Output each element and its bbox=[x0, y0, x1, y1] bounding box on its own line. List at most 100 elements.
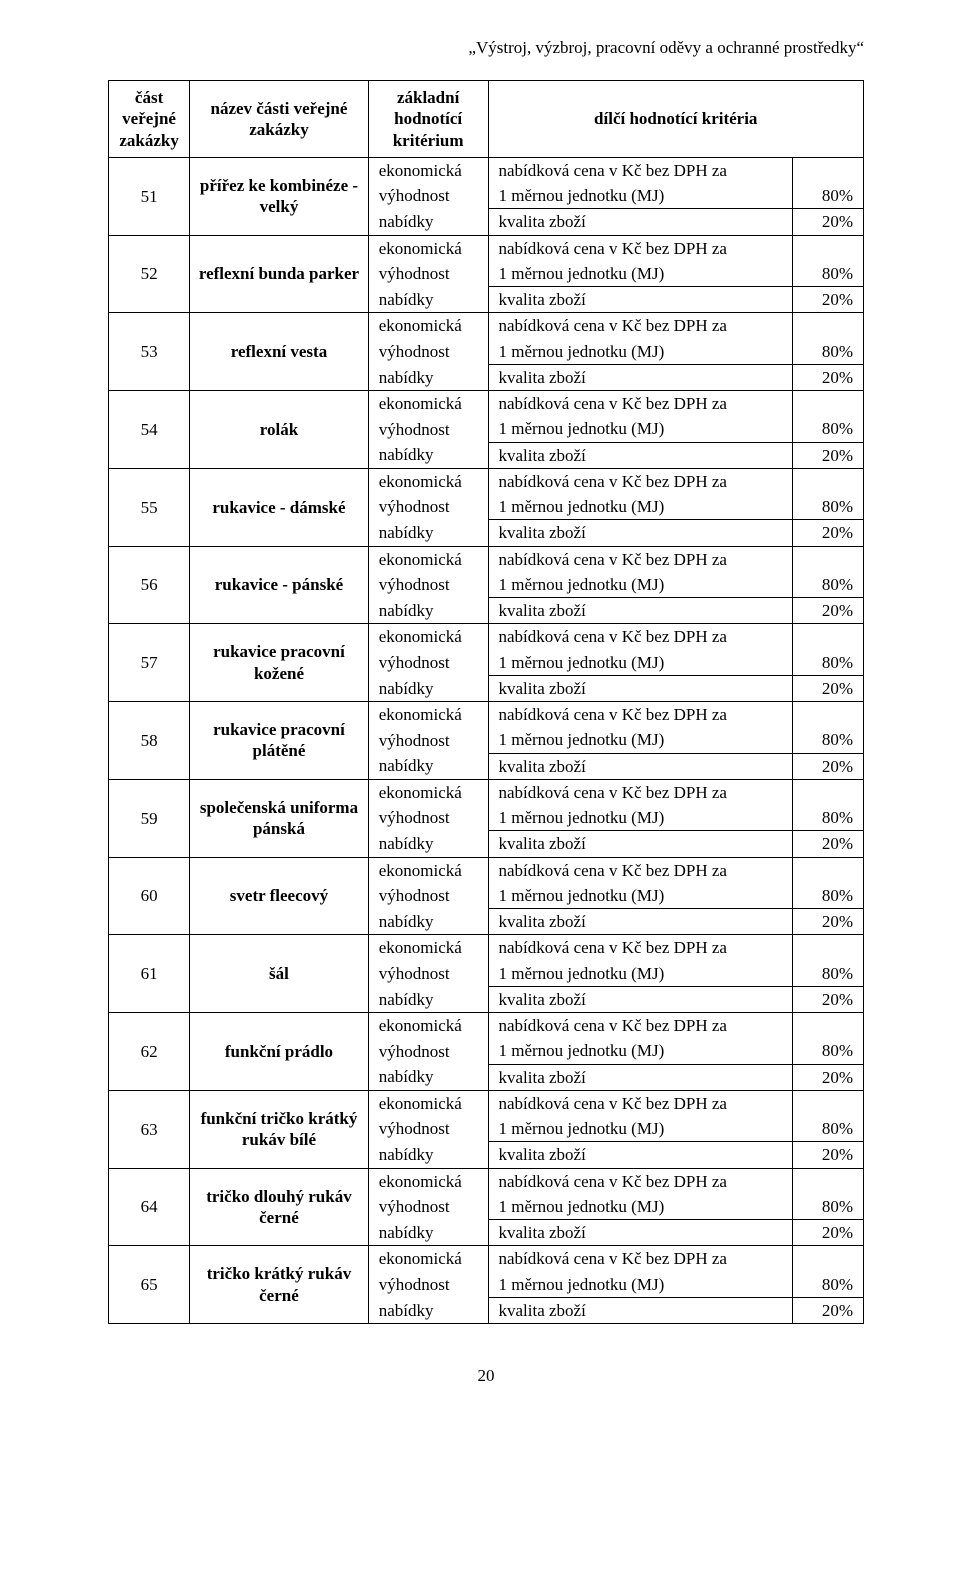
col-header-main-criterion: základní hodnotící kritérium bbox=[368, 81, 488, 158]
sub-criterion-line: kvalita zboží bbox=[488, 753, 792, 779]
sub-criterion-line: 1 měrnou jednotku (MJ) bbox=[488, 339, 792, 365]
criterion-line: ekonomická bbox=[368, 702, 488, 728]
part-number: 64 bbox=[109, 1168, 190, 1246]
criterion-line: nabídky bbox=[368, 1220, 488, 1246]
sub-criterion-line: nabídková cena v Kč bez DPH za bbox=[488, 391, 792, 417]
criterion-line: ekonomická bbox=[368, 157, 488, 183]
sub-criterion-line: 1 měrnou jednotku (MJ) bbox=[488, 494, 792, 520]
table-row: 63funkční tričko krátký rukáv bíléekonom… bbox=[109, 1090, 864, 1116]
criterion-line: nabídky bbox=[368, 1297, 488, 1323]
weight-percent: 80% bbox=[792, 805, 863, 831]
page-number: 20 bbox=[108, 1366, 864, 1386]
part-number: 53 bbox=[109, 313, 190, 391]
part-name: rolák bbox=[190, 391, 369, 469]
col-header-sub-criteria: dílčí hodnotící kritéria bbox=[488, 81, 864, 158]
part-number: 60 bbox=[109, 857, 190, 935]
sub-criterion-line: nabídková cena v Kč bez DPH za bbox=[488, 779, 792, 805]
weight-percent: 20% bbox=[792, 986, 863, 1012]
criterion-line: ekonomická bbox=[368, 235, 488, 261]
part-number: 61 bbox=[109, 935, 190, 1013]
weight-percent: 20% bbox=[792, 442, 863, 468]
sub-criterion-line: kvalita zboží bbox=[488, 675, 792, 701]
criterion-line: výhodnost bbox=[368, 1038, 488, 1064]
part-name: přířez ke kombinéze - velký bbox=[190, 157, 369, 235]
criterion-line: výhodnost bbox=[368, 1116, 488, 1142]
criterion-line: výhodnost bbox=[368, 339, 488, 365]
weight-percent: 20% bbox=[792, 598, 863, 624]
weight-percent bbox=[792, 391, 863, 417]
sub-criterion-line: 1 měrnou jednotku (MJ) bbox=[488, 416, 792, 442]
criterion-line: ekonomická bbox=[368, 1013, 488, 1039]
part-number: 58 bbox=[109, 702, 190, 780]
sub-criterion-line: 1 měrnou jednotku (MJ) bbox=[488, 961, 792, 987]
part-number: 57 bbox=[109, 624, 190, 702]
criterion-line: nabídky bbox=[368, 909, 488, 935]
weight-percent bbox=[792, 1013, 863, 1039]
criterion-line: výhodnost bbox=[368, 183, 488, 209]
sub-criterion-line: nabídková cena v Kč bez DPH za bbox=[488, 857, 792, 883]
sub-criterion-line: 1 měrnou jednotku (MJ) bbox=[488, 183, 792, 209]
weight-percent: 20% bbox=[792, 209, 863, 235]
sub-criterion-line: 1 měrnou jednotku (MJ) bbox=[488, 1194, 792, 1220]
weight-percent: 20% bbox=[792, 753, 863, 779]
sub-criterion-line: kvalita zboží bbox=[488, 909, 792, 935]
criterion-line: výhodnost bbox=[368, 961, 488, 987]
weight-percent: 80% bbox=[792, 1116, 863, 1142]
part-number: 55 bbox=[109, 468, 190, 546]
weight-percent bbox=[792, 468, 863, 494]
part-name: svetr fleecový bbox=[190, 857, 369, 935]
col-header-part-number: část veřejné zakázky bbox=[109, 81, 190, 158]
col-header-part-name: název části veřejné zakázky bbox=[190, 81, 369, 158]
part-name: rukavice - pánské bbox=[190, 546, 369, 624]
sub-criterion-line: kvalita zboží bbox=[488, 1297, 792, 1323]
table-row: 61šálekonomickánabídková cena v Kč bez D… bbox=[109, 935, 864, 961]
table-row: 56rukavice - pánskéekonomickánabídková c… bbox=[109, 546, 864, 572]
sub-criterion-line: nabídková cena v Kč bez DPH za bbox=[488, 313, 792, 339]
sub-criterion-line: 1 měrnou jednotku (MJ) bbox=[488, 1116, 792, 1142]
criterion-line: ekonomická bbox=[368, 546, 488, 572]
weight-percent bbox=[792, 624, 863, 650]
document-header: „Výstroj, výzbroj, pracovní oděvy a ochr… bbox=[108, 38, 864, 58]
sub-criterion-line: kvalita zboží bbox=[488, 364, 792, 390]
weight-percent: 80% bbox=[792, 183, 863, 209]
weight-percent bbox=[792, 779, 863, 805]
table-row: 51přířez ke kombinéze - velkýekonomickán… bbox=[109, 157, 864, 183]
table-row: 54rolákekonomickánabídková cena v Kč bez… bbox=[109, 391, 864, 417]
table-row: 60svetr fleecovýekonomickánabídková cena… bbox=[109, 857, 864, 883]
weight-percent: 20% bbox=[792, 364, 863, 390]
criterion-line: výhodnost bbox=[368, 416, 488, 442]
criterion-line: ekonomická bbox=[368, 1246, 488, 1272]
table-row: 53reflexní vestaekonomickánabídková cena… bbox=[109, 313, 864, 339]
criterion-line: ekonomická bbox=[368, 1168, 488, 1194]
table-row: 57rukavice pracovní koženéekonomickánabí… bbox=[109, 624, 864, 650]
criterion-line: výhodnost bbox=[368, 1194, 488, 1220]
criterion-line: nabídky bbox=[368, 1142, 488, 1168]
weight-percent: 20% bbox=[792, 1064, 863, 1090]
criterion-line: výhodnost bbox=[368, 1272, 488, 1298]
part-number: 65 bbox=[109, 1246, 190, 1324]
criterion-line: nabídky bbox=[368, 675, 488, 701]
weight-percent: 80% bbox=[792, 416, 863, 442]
criterion-line: nabídky bbox=[368, 209, 488, 235]
criterion-line: výhodnost bbox=[368, 805, 488, 831]
part-name: šál bbox=[190, 935, 369, 1013]
weight-percent bbox=[792, 157, 863, 183]
weight-percent: 20% bbox=[792, 1297, 863, 1323]
sub-criterion-line: nabídková cena v Kč bez DPH za bbox=[488, 702, 792, 728]
sub-criterion-line: 1 měrnou jednotku (MJ) bbox=[488, 1272, 792, 1298]
table-row: 58rukavice pracovní plátěnéekonomickánab… bbox=[109, 702, 864, 728]
weight-percent: 80% bbox=[792, 339, 863, 365]
sub-criterion-line: nabídková cena v Kč bez DPH za bbox=[488, 1013, 792, 1039]
criterion-line: nabídky bbox=[368, 442, 488, 468]
weight-percent: 80% bbox=[792, 1038, 863, 1064]
weight-percent: 80% bbox=[792, 572, 863, 598]
sub-criterion-line: 1 měrnou jednotku (MJ) bbox=[488, 883, 792, 909]
table-row: 64tričko dlouhý rukáv černéekonomickánab… bbox=[109, 1168, 864, 1194]
sub-criterion-line: nabídková cena v Kč bez DPH za bbox=[488, 157, 792, 183]
criterion-line: ekonomická bbox=[368, 391, 488, 417]
sub-criterion-line: kvalita zboží bbox=[488, 1142, 792, 1168]
criterion-line: nabídky bbox=[368, 364, 488, 390]
page-container: „Výstroj, výzbroj, pracovní oděvy a ochr… bbox=[0, 0, 960, 1446]
criterion-line: nabídky bbox=[368, 598, 488, 624]
part-number: 63 bbox=[109, 1090, 190, 1168]
